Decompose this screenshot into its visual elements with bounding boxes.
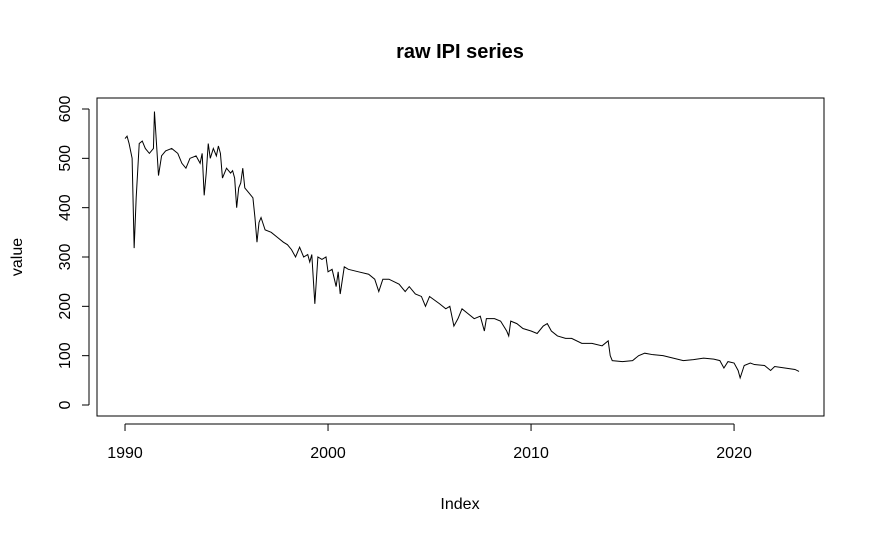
x-tick-label: 1990 xyxy=(107,445,143,462)
y-tick-label: 400 xyxy=(57,194,74,221)
y-tick-label: 100 xyxy=(57,342,74,369)
x-tick-label: 2010 xyxy=(513,445,549,462)
y-tick-label: 500 xyxy=(57,145,74,172)
chart-title: raw IPI series xyxy=(396,41,524,63)
y-tick-label: 600 xyxy=(57,96,74,123)
y-tick-label: 300 xyxy=(57,244,74,271)
y-axis-label: value xyxy=(9,238,26,276)
x-axis-label: Index xyxy=(440,496,479,513)
x-tick-label: 2000 xyxy=(310,445,346,462)
x-tick-label: 2020 xyxy=(716,445,752,462)
series-line xyxy=(124,111,800,380)
y-tick-label: 200 xyxy=(57,293,74,320)
y-tick-label: 0 xyxy=(57,400,74,409)
plot-box xyxy=(96,97,825,417)
